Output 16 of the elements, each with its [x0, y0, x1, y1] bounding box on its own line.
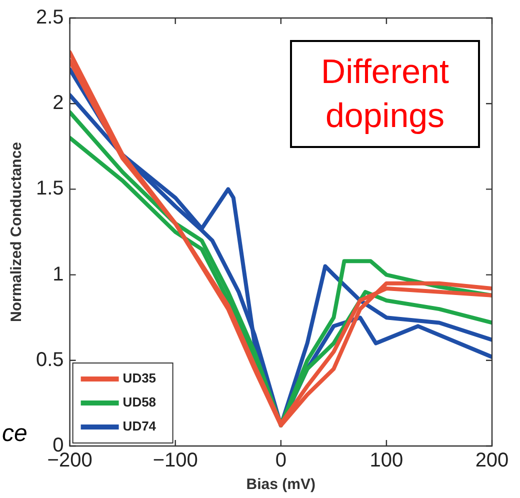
- y-tick-label: 2: [52, 92, 64, 114]
- legend-label: UD74: [122, 418, 157, 434]
- x-axis-title: Bias (mV): [246, 476, 316, 494]
- x-tick-label: 200: [475, 450, 509, 472]
- y-tick-label: 0.5: [36, 348, 64, 371]
- y-tick-label: 2.5: [36, 6, 64, 29]
- y-tick-label: 1.5: [36, 178, 64, 200]
- y-axis-title: Normalized Conductance: [8, 142, 26, 322]
- x-tick-label: −100: [152, 450, 198, 472]
- x-tick-label: 0: [275, 450, 286, 472]
- legend-label: UD58: [122, 394, 156, 410]
- x-tick-label: 100: [370, 450, 404, 472]
- legend-label: UD35: [122, 370, 156, 386]
- annotation: Different dopings: [290, 40, 480, 148]
- text: ce: [2, 420, 28, 448]
- y-tick-label: 1: [52, 263, 64, 286]
